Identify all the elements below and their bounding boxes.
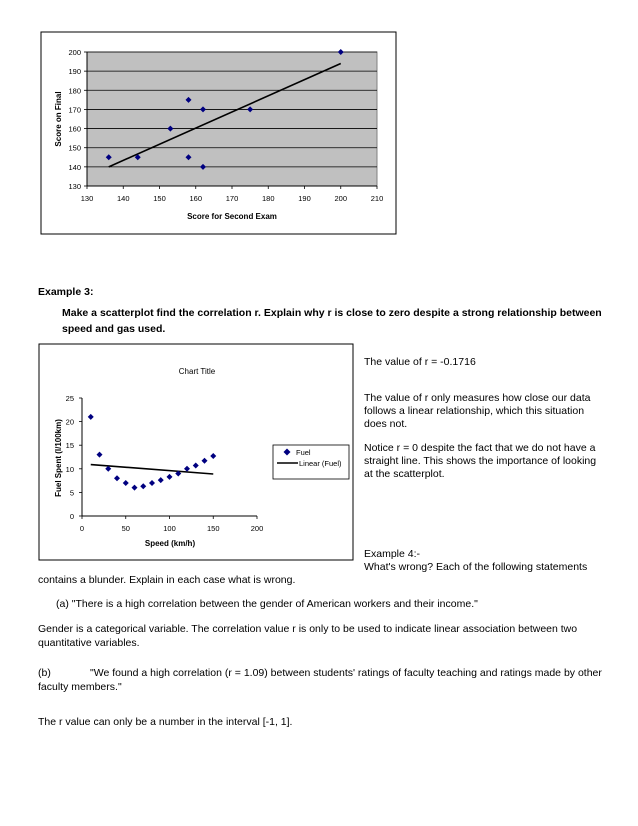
chart2-data-point: [114, 475, 120, 482]
example3-prompt-line1: Make a scatterplot find the correlation …: [62, 307, 602, 319]
chart1-data-point: [200, 163, 206, 170]
chart1-xtick-label: 160: [189, 194, 202, 203]
chart2-xtick-label: 150: [207, 524, 220, 533]
chart1-ytick-label: 200: [68, 48, 81, 57]
chart2-ytick-label: 10: [66, 465, 74, 474]
chart1-data-point: [167, 125, 174, 132]
chart2-data-point: [192, 462, 199, 469]
chart1-xtick-label: 200: [334, 194, 347, 203]
chart1-trendline: [108, 62, 342, 168]
chart2-data-point: [96, 451, 103, 458]
item-b-text-l1: "We found a high correlation (r = 1.09) …: [90, 667, 602, 679]
example3-prompt-line2: speed and gas used.: [62, 323, 166, 335]
chart2-data-point: [210, 453, 217, 460]
chart1-xtick-label: 170: [226, 194, 239, 203]
chart2-title: Chart Title: [179, 367, 216, 376]
chart2-data-point: [184, 465, 190, 472]
chart2-data-point: [157, 477, 164, 484]
chart2-data-point: [140, 483, 147, 490]
chart2-ytick-label: 15: [66, 441, 74, 450]
chart2-xtick-label: 0: [80, 524, 84, 533]
gender-answer-l1: Gender is a categorical variable. The co…: [38, 623, 578, 635]
chart2-data-point: [131, 484, 138, 491]
chart2-data-point: [122, 479, 129, 486]
chart1-data-point: [337, 49, 344, 55]
chart2-data-point: [87, 413, 94, 420]
gender-answer-l2: quantitative variables.: [38, 637, 140, 649]
chart1-ytick-label: 140: [68, 163, 81, 172]
chart1-data-point: [185, 154, 192, 161]
example3-heading: Example 3:: [38, 286, 94, 298]
chart1-ytick-label: 130: [68, 182, 81, 191]
item-a-text: (a) "There is a high correlation between…: [56, 598, 478, 610]
chart1-ytick-label: 180: [68, 86, 81, 95]
chart2-xtick-label: 50: [122, 524, 130, 533]
chart1-plot-area: [86, 51, 378, 187]
chart1-data-point: [200, 106, 206, 113]
side-para2-l1: Notice r = 0 despite the fact that we do…: [364, 442, 596, 454]
chart1-ytick-label: 160: [68, 125, 81, 134]
chart1-xtick-label: 180: [262, 194, 275, 203]
chart2-ytick-label: 25: [66, 394, 74, 403]
chart1-ytick-label: 170: [68, 105, 81, 114]
example4-intro: What's wrong? Each of the following stat…: [364, 561, 588, 573]
chart2-xlabel: Speed (km/h): [145, 539, 196, 548]
side-para1-l3: does not.: [364, 418, 408, 430]
chart1-data-point: [247, 106, 254, 113]
chart2-xtick-label: 200: [251, 524, 264, 533]
legend-fuel-marker: [283, 448, 291, 456]
chart1-xtick-label: 190: [298, 194, 311, 203]
chart1-xtick-label: 140: [117, 194, 130, 203]
chart2-xtick-label: 100: [163, 524, 176, 533]
chart1-xtick-label: 150: [153, 194, 166, 203]
side-para1-l2: follows a linear relationship, which thi…: [364, 405, 585, 417]
chart2-ylabel: Fuel Spent (l/100km): [54, 419, 63, 497]
legend-linear-label: Linear (Fuel): [299, 459, 342, 468]
item-b-text-l2: faculty members.": [38, 681, 122, 693]
chart1-xlabel: Score for Second Exam: [187, 212, 277, 221]
example4-heading: Example 4:-: [364, 548, 421, 560]
side-para1-l1: The value of r only measures how close o…: [364, 392, 591, 404]
chart1-xtick-label: 210: [371, 194, 384, 203]
chart2-ytick-label: 20: [66, 418, 74, 427]
side-para2-l3: at the scatterplot.: [364, 468, 445, 480]
chart1-xtick-label: 130: [81, 194, 94, 203]
chart1-ytick-label: 190: [68, 67, 81, 76]
contains-blunder-text: contains a blunder. Explain in each case…: [38, 574, 296, 586]
chart2-data-point: [166, 473, 173, 480]
chart2-ytick-label: 5: [70, 488, 74, 497]
side-para2-l2: straight line. This shows the importance…: [364, 455, 597, 467]
chart1-data-point: [105, 154, 112, 161]
chart2-data-point: [201, 457, 208, 464]
chart1-data-point: [185, 96, 192, 103]
chart2-data-point: [175, 470, 182, 477]
chart1-ytick-label: 150: [68, 144, 81, 153]
item-b-label: (b): [38, 667, 51, 679]
exam-scatter-chart: 130 140 150 160 170 180 190 200 130 140 150 160 170…: [40, 31, 397, 235]
chart1-data-point: [134, 154, 141, 161]
chart2-ytick-label: 0: [70, 512, 74, 521]
chart2-data-point: [149, 479, 155, 486]
r-interval-text: The r value can only be a number in the …: [38, 716, 293, 728]
legend-fuel-label: Fuel: [296, 448, 311, 457]
r-value-text: The value of r = -0.1716: [364, 356, 476, 368]
chart2-data-point: [105, 465, 112, 472]
fuel-scatter-chart: Chart Title 0 5 10 15 20 25 0 50 100 150 200 Spee…: [38, 343, 354, 561]
chart2-trendline: [90, 463, 214, 475]
chart1-ylabel: Score on Final: [54, 91, 63, 146]
